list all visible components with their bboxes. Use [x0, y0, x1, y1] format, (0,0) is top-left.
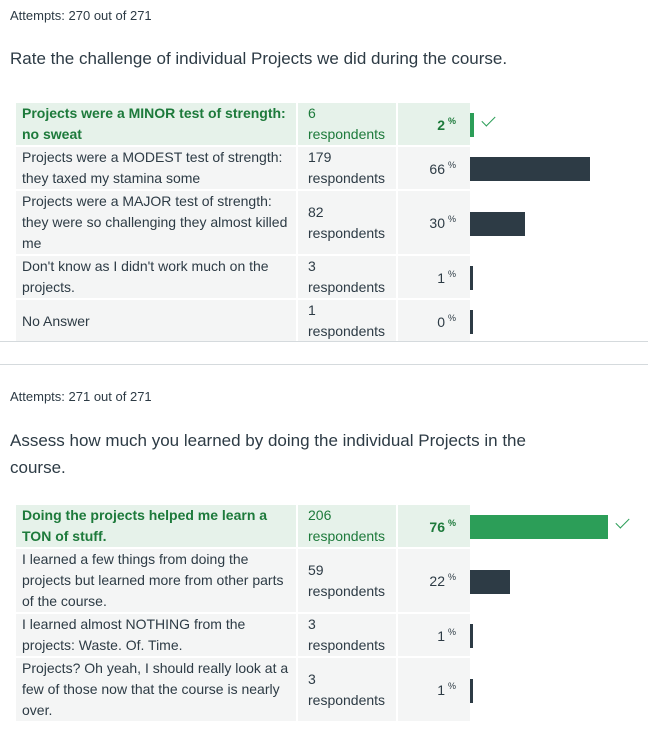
- percent-value: 1: [437, 682, 445, 698]
- answer-percent: 76%: [396, 505, 470, 549]
- answer-percent: 66%: [396, 147, 470, 191]
- percent-sign: %: [447, 159, 456, 170]
- percent-value: 1: [437, 627, 445, 644]
- attempts-count: Attempts: 270 out of 271: [10, 8, 152, 23]
- answer-bar-cell: [470, 505, 645, 549]
- answer-percent: 30%: [396, 191, 470, 256]
- respondent-count: 1 respondents: [296, 300, 396, 344]
- answer-row: Doing the projects helped me learn a TON…: [16, 505, 645, 549]
- percent-value: 0: [437, 313, 445, 330]
- respondent-count: 3 respondents: [296, 256, 396, 300]
- percent-sign: %: [447, 268, 456, 279]
- answer-percent: 1%: [396, 614, 470, 658]
- answer-row: Projects were a MINOR test of strength: …: [16, 103, 645, 147]
- percent-value: 22: [429, 573, 445, 589]
- answer-label: Projects? Oh yeah, I should really look …: [16, 658, 296, 723]
- percent-sign: %: [447, 626, 456, 637]
- answers-table: Doing the projects helped me learn a TON…: [16, 505, 645, 723]
- answer-bar-cell: [470, 549, 645, 614]
- question-divider: [0, 341, 648, 365]
- respondent-count: 6 respondents: [296, 103, 396, 147]
- answer-label: I learned almost NOTHING from the projec…: [16, 614, 296, 658]
- answer-label: Doing the projects helped me learn a TON…: [16, 505, 296, 549]
- answer-row: Projects were a MODEST test of strength:…: [16, 147, 645, 191]
- answer-bar: [470, 624, 473, 648]
- respondent-count: 3 respondents: [296, 658, 396, 723]
- answer-bar: [470, 157, 590, 181]
- percent-sign: %: [447, 681, 456, 691]
- answer-bar: [470, 266, 473, 290]
- percent-value: 1: [437, 269, 445, 286]
- answer-bar-cell: [470, 256, 645, 300]
- answer-percent: 1%: [396, 658, 470, 723]
- correct-check-icon: [615, 514, 630, 529]
- attempts-count: Attempts: 271 out of 271: [10, 389, 152, 404]
- question-text: Rate the challenge of individual Project…: [10, 49, 508, 68]
- answers-table: Projects were a MINOR test of strength: …: [16, 103, 645, 344]
- answer-bar-cell: [470, 300, 645, 344]
- answer-row: Don't know as I didn't work much on the …: [16, 256, 645, 300]
- percent-value: 76: [429, 518, 445, 535]
- answer-row: Projects? Oh yeah, I should really look …: [16, 658, 645, 723]
- percent-sign: %: [447, 572, 456, 582]
- percent-sign: %: [447, 517, 456, 528]
- answer-bar: [470, 678, 473, 703]
- percent-value: 66: [429, 160, 445, 177]
- answer-bar-cell: [470, 147, 645, 191]
- respondent-count: 206 respondents: [296, 505, 396, 549]
- answer-bar-cell: [470, 658, 645, 723]
- answer-percent: 1%: [396, 256, 470, 300]
- answer-bar: [470, 211, 525, 236]
- answer-bar: [470, 310, 473, 334]
- respondent-count: 179 respondents: [296, 147, 396, 191]
- answer-label: No Answer: [16, 300, 296, 344]
- answer-row: No Answer 1 respondents 0%: [16, 300, 645, 344]
- answer-label: Don't know as I didn't work much on the …: [16, 256, 296, 300]
- answer-percent: 2%: [396, 103, 470, 147]
- percent-sign: %: [447, 115, 456, 126]
- correct-check-icon: [481, 112, 496, 127]
- question-text: Assess how much you learned by doing the…: [10, 431, 526, 477]
- answer-bar-cell: [470, 103, 645, 147]
- answer-label: Projects were a MINOR test of strength: …: [16, 103, 296, 147]
- respondent-count: 82 respondents: [296, 191, 396, 256]
- answer-row: I learned a few things from doing the pr…: [16, 549, 645, 614]
- answer-label: Projects were a MODEST test of strength:…: [16, 147, 296, 191]
- answer-percent: 0%: [396, 300, 470, 344]
- answer-percent: 22%: [396, 549, 470, 614]
- percent-value: 2: [437, 116, 445, 133]
- percent-sign: %: [447, 312, 456, 323]
- answer-bar: [470, 113, 474, 137]
- answer-bar: [470, 569, 510, 594]
- answer-bar: [470, 515, 608, 539]
- respondent-count: 59 respondents: [296, 549, 396, 614]
- answer-bar-cell: [470, 614, 645, 658]
- answer-row: I learned almost NOTHING from the projec…: [16, 614, 645, 658]
- answer-bar-cell: [470, 191, 645, 256]
- percent-value: 30: [429, 215, 445, 231]
- answer-label: Projects were a MAJOR test of strength: …: [16, 191, 296, 256]
- answer-row: Projects were a MAJOR test of strength: …: [16, 191, 645, 256]
- percent-sign: %: [447, 214, 456, 224]
- answer-label: I learned a few things from doing the pr…: [16, 549, 296, 614]
- respondent-count: 3 respondents: [296, 614, 396, 658]
